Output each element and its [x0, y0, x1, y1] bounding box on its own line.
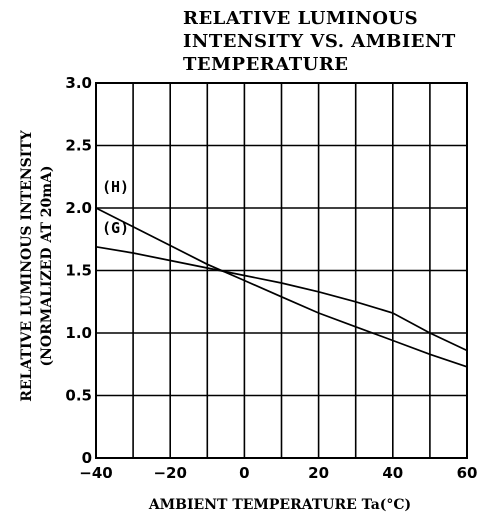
series-labels: (H) (G)	[102, 178, 129, 237]
series-label-h: (H)	[102, 178, 129, 196]
series-lines	[95, 207, 468, 368]
x-axis-label: AMBIENT TEMPERATURE Ta(°C)	[148, 497, 411, 513]
y-tick-label: 0.5	[65, 387, 92, 405]
y-axis-label-line-1: RELATIVE LUMINOUS INTENSITY	[19, 129, 35, 401]
y-tick-label: 1.0	[65, 324, 92, 342]
series-line-g	[95, 245, 468, 352]
series-label-g: (G)	[102, 219, 129, 237]
y-axis-label-line-2: (NORMALIZED AT 20mA)	[39, 165, 55, 366]
x-tick-label: 20	[308, 464, 329, 482]
x-axis-ticks: −40 −20 0 20 40 60	[79, 464, 477, 482]
plot-frame	[95, 82, 468, 459]
y-tick-label: 1.5	[65, 262, 92, 280]
y-tick-label: 2.5	[65, 137, 92, 155]
y-tick-label: 2.0	[65, 199, 92, 217]
chart-title-line-1: RELATIVE LUMINOUS	[183, 8, 418, 29]
chart-title: RELATIVE LUMINOUS INTENSITY VS. AMBIENT …	[183, 8, 456, 75]
x-tick-label: 60	[457, 464, 478, 482]
y-tick-label: 0	[82, 449, 92, 467]
x-tick-label: 0	[239, 464, 249, 482]
chart-title-line-3: TEMPERATURE	[183, 54, 349, 75]
y-axis-label: RELATIVE LUMINOUS INTENSITY (NORMALIZED …	[19, 129, 55, 401]
chart-title-line-2: INTENSITY VS. AMBIENT	[183, 31, 456, 52]
y-axis-ticks: 0 0.5 1.0 1.5 2.0 2.5 3.0	[65, 74, 92, 467]
x-tick-label: −20	[153, 464, 186, 482]
grid-lines	[96, 83, 467, 458]
series-line-h	[95, 207, 468, 368]
x-tick-label: −40	[79, 464, 112, 482]
y-tick-label: 3.0	[65, 74, 92, 92]
x-tick-label: 40	[382, 464, 403, 482]
